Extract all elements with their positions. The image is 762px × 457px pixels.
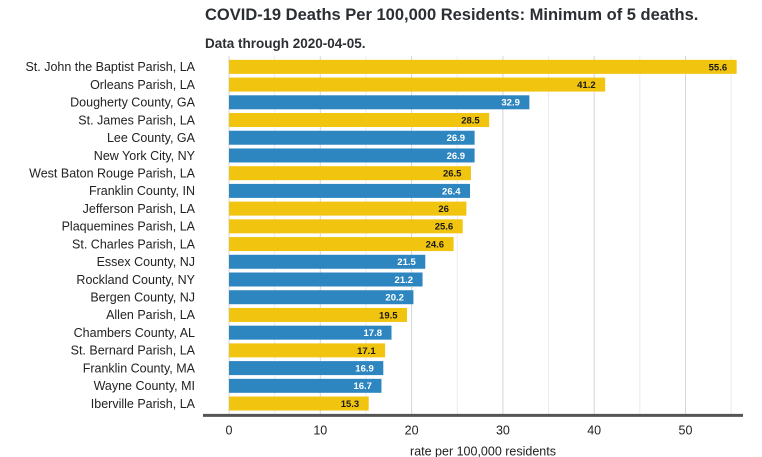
bar bbox=[229, 307, 408, 322]
bar-value-label: 26.5 bbox=[443, 169, 462, 180]
x-axis: 0 10 20 30 40 50 bbox=[203, 413, 743, 437]
x-axis-title: rate per 100,000 residents bbox=[410, 444, 556, 457]
bar-value-label: 41.2 bbox=[577, 80, 596, 91]
bar-value-label: 20.2 bbox=[385, 293, 404, 304]
plot-background bbox=[229, 56, 743, 415]
category-label: Iberville Parish, LA bbox=[91, 397, 196, 411]
category-label: Franklin County, IN bbox=[89, 184, 195, 198]
bar bbox=[229, 130, 475, 145]
bar bbox=[229, 237, 454, 252]
bar bbox=[229, 343, 386, 358]
bar bbox=[229, 77, 606, 92]
x-tick-label: 0 bbox=[226, 423, 233, 437]
chart-subtitle: Data through 2020-04-05. bbox=[205, 36, 366, 51]
bar-value-label: 21.2 bbox=[395, 275, 414, 286]
bar-value-label: 21.5 bbox=[397, 257, 416, 268]
category-label: Allen Parish, LA bbox=[106, 308, 196, 322]
bar-value-label: 15.3 bbox=[341, 399, 360, 410]
category-label: St. James Parish, LA bbox=[78, 113, 195, 127]
bar bbox=[229, 254, 426, 269]
category-label: Chambers County, AL bbox=[74, 326, 195, 340]
data-labels: 55.6 41.2 32.9 28.5 26.9 26.9 26.5 26.4 26 25.6 24… bbox=[341, 62, 727, 410]
bar-value-label: 28.5 bbox=[461, 115, 480, 126]
bar-value-label: 17.1 bbox=[357, 346, 376, 357]
bar-value-label: 25.6 bbox=[435, 222, 454, 233]
x-tick-label: 30 bbox=[496, 423, 510, 437]
category-label: Lee County, GA bbox=[107, 131, 196, 145]
category-labels: St. John the Baptist Parish, LA Orleans P… bbox=[25, 60, 195, 411]
category-label: St. Bernard Parish, LA bbox=[71, 344, 196, 358]
bar bbox=[229, 290, 414, 305]
bar-value-label: 24.6 bbox=[426, 239, 445, 250]
bar-value-label: 16.9 bbox=[355, 364, 374, 375]
bar-value-label: 16.7 bbox=[353, 381, 372, 392]
category-label: Plaquemines Parish, LA bbox=[62, 220, 196, 234]
bar bbox=[229, 396, 369, 411]
bar bbox=[229, 148, 475, 163]
bar-value-label: 26.9 bbox=[447, 133, 466, 144]
bar bbox=[229, 201, 467, 216]
bar bbox=[229, 219, 463, 234]
bar bbox=[229, 59, 737, 74]
category-label: Wayne County, MI bbox=[94, 379, 195, 393]
bar bbox=[229, 378, 382, 393]
bar bbox=[229, 325, 392, 340]
bar-value-label: 55.6 bbox=[709, 62, 728, 73]
category-label: Bergen County, NJ bbox=[90, 291, 195, 305]
bar bbox=[229, 113, 490, 128]
x-tick-label: 50 bbox=[679, 423, 693, 437]
category-label: Rockland County, NY bbox=[76, 273, 195, 287]
category-label: Dougherty County, GA bbox=[70, 96, 195, 110]
category-label: St. John the Baptist Parish, LA bbox=[25, 60, 195, 74]
bar bbox=[229, 272, 423, 287]
category-label: St. Charles Parish, LA bbox=[72, 237, 196, 251]
bar bbox=[229, 95, 530, 110]
bar bbox=[229, 361, 384, 376]
category-label: New York City, NY bbox=[94, 149, 196, 163]
chart-title: COVID-19 Deaths Per 100,000 Residents: M… bbox=[205, 6, 699, 24]
bars bbox=[229, 59, 737, 411]
plot-panel bbox=[229, 56, 743, 415]
x-tick-label: 20 bbox=[405, 423, 419, 437]
bar-value-label: 26 bbox=[438, 204, 449, 215]
category-label: Jefferson Parish, LA bbox=[83, 202, 196, 216]
bar-value-label: 26.9 bbox=[447, 151, 466, 162]
bar bbox=[229, 183, 471, 198]
bar bbox=[229, 166, 471, 181]
category-label: Essex County, NJ bbox=[97, 255, 195, 269]
bar-value-label: 26.4 bbox=[442, 186, 461, 197]
x-tick-label: 40 bbox=[587, 423, 601, 437]
bar-value-label: 32.9 bbox=[501, 98, 520, 109]
category-label: West Baton Rouge Parish, LA bbox=[29, 166, 195, 180]
category-label: Franklin County, MA bbox=[83, 361, 196, 375]
bar-value-label: 19.5 bbox=[379, 310, 398, 321]
x-tick-label: 10 bbox=[313, 423, 327, 437]
bar-value-label: 17.8 bbox=[364, 328, 383, 339]
category-label: Orleans Parish, LA bbox=[90, 78, 196, 92]
